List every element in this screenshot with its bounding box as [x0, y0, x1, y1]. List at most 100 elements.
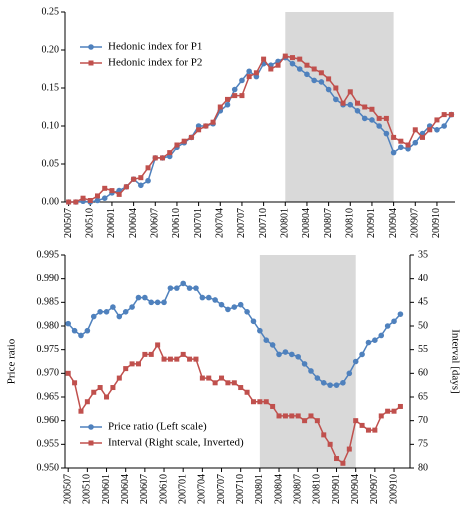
marker: [275, 62, 281, 68]
marker: [314, 418, 320, 424]
y2-tick-label: 55: [418, 344, 428, 355]
y2-tick-label: 60: [418, 368, 428, 379]
marker: [282, 53, 288, 59]
x-tick-label: 200510: [85, 208, 96, 238]
y-tick-label: 0.955: [37, 439, 60, 450]
y2-tick-label: 35: [418, 249, 428, 260]
marker: [84, 327, 91, 334]
marker: [180, 351, 186, 357]
marker: [346, 446, 352, 452]
marker: [441, 112, 447, 118]
y-tick-label: 0.975: [37, 344, 60, 355]
legend-label: Interval (Right scale, Inverted): [108, 437, 244, 449]
marker: [326, 76, 332, 82]
marker: [238, 385, 244, 391]
legend-marker: [88, 440, 94, 446]
marker: [372, 337, 378, 344]
marker: [225, 380, 231, 386]
marker: [167, 285, 174, 291]
marker: [101, 195, 108, 201]
marker: [246, 74, 252, 80]
x-tick-label: 200607: [150, 208, 161, 238]
marker: [268, 66, 274, 72]
marker: [405, 142, 411, 148]
marker: [448, 112, 454, 118]
marker: [427, 127, 433, 133]
marker: [257, 327, 263, 334]
marker: [347, 89, 353, 95]
y-tick-label: 0.15: [42, 82, 60, 93]
marker: [116, 191, 122, 197]
marker: [253, 70, 259, 76]
marker: [250, 399, 256, 405]
marker: [167, 150, 173, 156]
marker: [276, 351, 282, 358]
x-tick-label: 200604: [128, 208, 139, 238]
y2-tick-label: 40: [418, 273, 428, 284]
marker: [372, 427, 378, 433]
marker: [244, 389, 250, 395]
marker: [103, 309, 110, 315]
marker: [397, 311, 404, 317]
marker: [359, 351, 365, 358]
y-axis-label: Price ratio: [6, 338, 18, 384]
marker: [181, 138, 187, 144]
marker: [270, 403, 276, 409]
marker: [412, 139, 419, 146]
marker: [434, 117, 440, 123]
marker: [369, 117, 375, 123]
marker: [383, 115, 389, 121]
x-tick-label: 200907: [369, 474, 380, 504]
x-tick-label: 200710: [235, 474, 246, 504]
marker: [340, 460, 346, 466]
y2-tick-label: 65: [418, 391, 428, 402]
marker: [325, 86, 332, 93]
x-tick-label: 200910: [388, 474, 399, 504]
marker: [340, 100, 346, 106]
y-tick-label: 0.960: [37, 415, 60, 426]
marker: [94, 197, 101, 204]
marker: [218, 301, 225, 308]
marker: [87, 197, 93, 203]
x-tick-label: 200610: [158, 474, 169, 504]
y-tick-label: 0.995: [37, 249, 60, 260]
marker: [206, 375, 212, 381]
marker: [314, 375, 321, 381]
marker: [225, 96, 230, 102]
marker: [302, 418, 308, 424]
marker: [327, 382, 333, 388]
marker: [110, 304, 116, 310]
x-tick-label: 200704: [215, 208, 226, 238]
marker: [116, 313, 123, 320]
marker: [123, 366, 129, 372]
marker: [237, 301, 244, 308]
x-tick-label: 200807: [323, 208, 334, 238]
marker: [102, 185, 108, 191]
y-tick-label: 0.20: [42, 44, 60, 55]
marker: [378, 332, 385, 339]
marker: [320, 380, 327, 386]
y-tick-label: 0.05: [42, 158, 60, 169]
shaded-period: [285, 12, 394, 202]
shaded-period: [259, 255, 356, 468]
marker: [188, 134, 194, 140]
marker: [289, 60, 296, 67]
marker: [295, 353, 301, 360]
marker: [174, 142, 180, 148]
y-tick-label: 0.965: [37, 391, 60, 402]
marker: [180, 280, 186, 287]
y-tick-label: 0.980: [37, 320, 60, 331]
marker: [142, 351, 148, 357]
marker: [186, 285, 193, 291]
marker: [384, 323, 391, 329]
x-tick-label: 200707: [216, 474, 227, 504]
legend-marker: [88, 44, 94, 50]
marker: [97, 309, 103, 315]
y-tick-label: 0.970: [37, 368, 60, 379]
marker: [142, 294, 148, 301]
marker: [210, 119, 216, 125]
series-line: [68, 56, 453, 203]
marker: [65, 320, 71, 327]
marker: [203, 123, 209, 129]
legend-label: Hedonic index for P1: [108, 41, 202, 53]
